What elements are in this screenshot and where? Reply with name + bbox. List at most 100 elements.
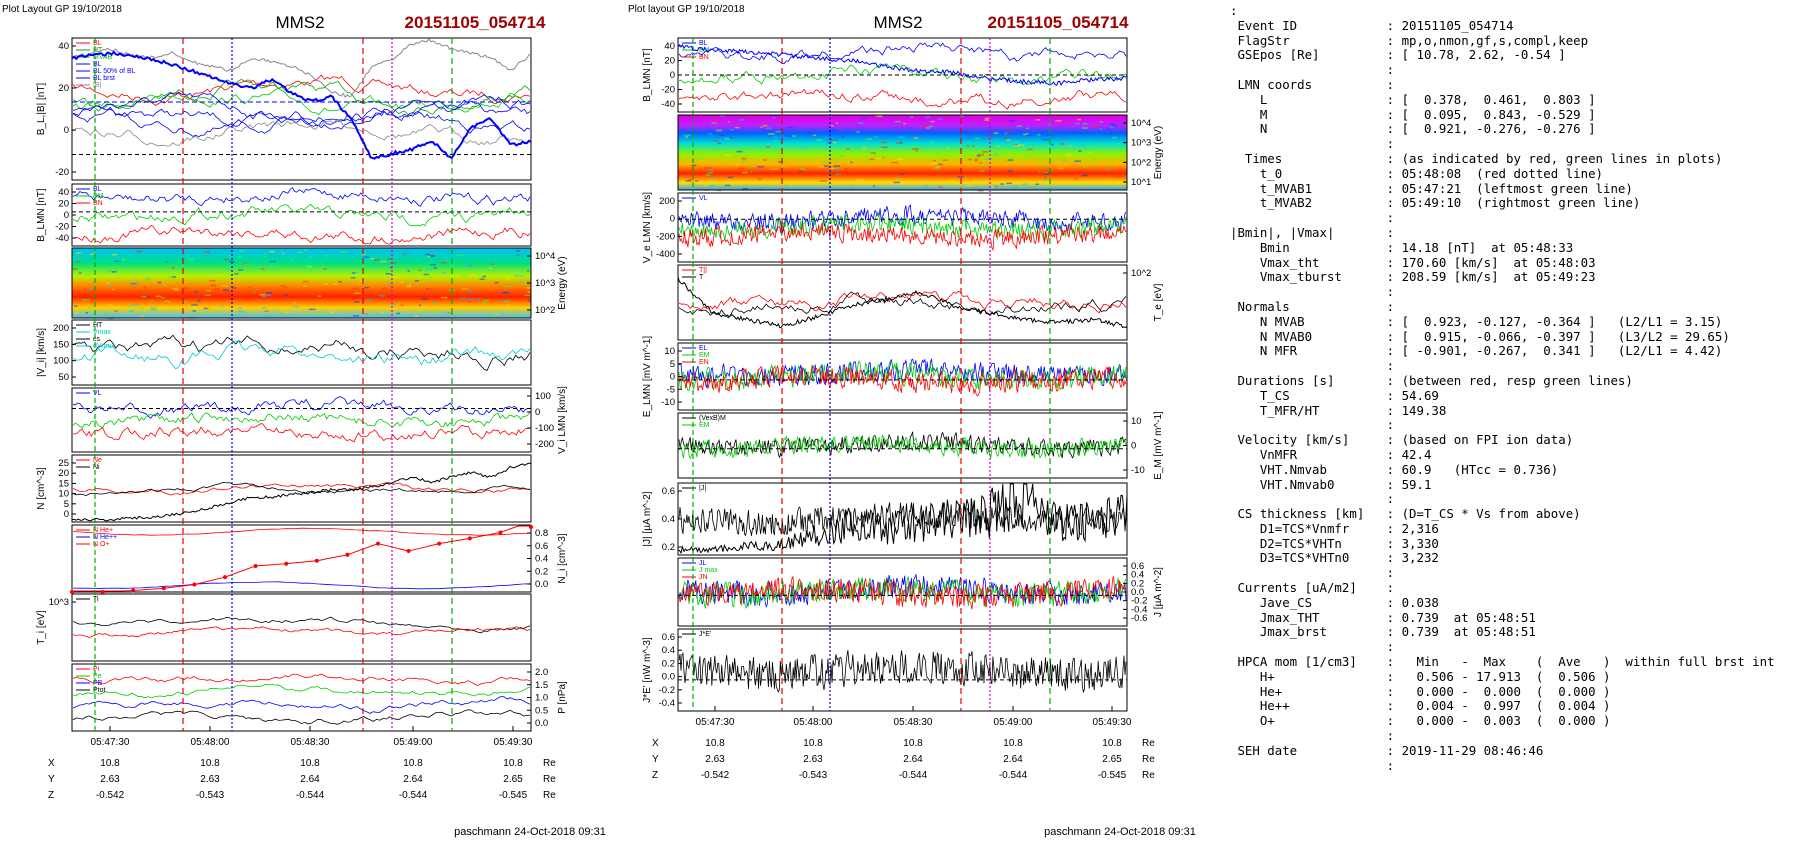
spectrogram-texture bbox=[994, 185, 998, 188]
spectrogram-texture bbox=[157, 281, 162, 284]
spectrogram-texture bbox=[488, 267, 492, 270]
spectrogram-texture bbox=[725, 154, 731, 156]
y-axis-label: N [cm^-3] bbox=[36, 467, 47, 510]
y-axis-label: E_M [mV m^-1] bbox=[1153, 411, 1164, 480]
y-tick-label: 0.4 bbox=[535, 554, 548, 565]
spectrogram-texture bbox=[524, 294, 530, 296]
panel-frame bbox=[71, 183, 532, 247]
spectrogram-texture bbox=[787, 126, 794, 129]
spectrogram-texture bbox=[422, 312, 426, 314]
panel-frame bbox=[677, 192, 1128, 263]
spectrogram-texture bbox=[1092, 126, 1099, 129]
summary-line: Bmin : 14.18 [nT] at 05:48:33 bbox=[1230, 239, 1574, 255]
spectrogram-texture bbox=[1007, 170, 1014, 172]
legend-label: Ni bbox=[93, 464, 100, 471]
spectrogram-texture bbox=[115, 248, 120, 250]
spectrogram-texture bbox=[460, 297, 467, 300]
spectrogram-texture bbox=[393, 276, 400, 279]
summary-line: T_MFR/HT : 149.38 bbox=[1230, 402, 1447, 418]
spectrogram-texture bbox=[781, 166, 787, 168]
spectrogram-texture bbox=[844, 168, 849, 170]
spectrogram-texture bbox=[719, 134, 726, 137]
spectrogram-texture bbox=[1041, 138, 1049, 141]
spectrogram-texture bbox=[1083, 146, 1086, 148]
summary-line: SEH date : 2019-11-29 08:46:46 bbox=[1230, 742, 1544, 758]
spectrogram-texture bbox=[111, 288, 115, 291]
spectrogram-texture bbox=[146, 278, 151, 280]
legend-label: JN bbox=[699, 574, 708, 581]
spectrogram-texture bbox=[1059, 143, 1066, 145]
legend-label: N O+ bbox=[93, 541, 110, 548]
spectrogram-texture bbox=[506, 278, 512, 280]
y-tick-label: 10^2 bbox=[1131, 157, 1151, 168]
spectrogram-texture bbox=[159, 306, 165, 309]
spectrogram-texture bbox=[363, 256, 370, 258]
coord-value: 2.64 bbox=[903, 754, 923, 765]
coord-value: 10.8 bbox=[803, 738, 823, 749]
spectrogram-texture bbox=[373, 259, 380, 261]
spectrogram-texture bbox=[895, 142, 902, 144]
spectrogram-texture bbox=[111, 271, 117, 273]
spectrogram-texture bbox=[1000, 183, 1005, 185]
legend-label: BL 50% of BL bbox=[93, 68, 136, 75]
spectrogram-texture bbox=[495, 313, 500, 316]
spectrogram-texture bbox=[501, 300, 508, 303]
spectrogram-texture bbox=[221, 285, 229, 287]
spectrogram-texture bbox=[238, 269, 244, 271]
spectrogram-texture bbox=[1007, 159, 1014, 161]
spectrogram-texture bbox=[823, 165, 829, 167]
y-tick-label: -5 bbox=[667, 384, 675, 395]
spectrogram-texture bbox=[869, 158, 875, 161]
spectrogram-texture bbox=[772, 168, 778, 170]
legend-label: T|| bbox=[699, 267, 707, 274]
coord-value: -0.542 bbox=[96, 790, 125, 801]
y-axis-label: J [µA m^-2] bbox=[1153, 567, 1164, 617]
series-bl bbox=[677, 43, 1128, 86]
spectrogram-texture bbox=[1078, 150, 1082, 152]
spectrogram-texture bbox=[191, 304, 198, 306]
spectrogram-texture bbox=[330, 311, 335, 314]
spectrogram-texture bbox=[820, 180, 827, 182]
spectrogram-texture bbox=[456, 254, 464, 257]
coord-value: 2.63 bbox=[200, 774, 220, 785]
coord-value: 2.63 bbox=[803, 754, 823, 765]
spectrogram-texture bbox=[895, 178, 901, 180]
spectrogram-texture bbox=[188, 258, 195, 260]
series-point bbox=[161, 586, 166, 591]
y-tick-label: 10 bbox=[58, 489, 69, 500]
spectrogram-texture bbox=[727, 137, 733, 139]
spectrogram-texture bbox=[112, 253, 118, 256]
spectrogram-texture bbox=[407, 270, 410, 272]
trace-6 bbox=[72, 118, 531, 147]
spectrogram-texture bbox=[400, 304, 404, 306]
trace-3 bbox=[72, 709, 531, 725]
spectrogram-texture bbox=[900, 173, 904, 175]
coord-value: -0.544 bbox=[399, 790, 428, 801]
legend-label: BL bbox=[699, 40, 708, 47]
trace-1 bbox=[678, 63, 1127, 86]
summary-line: : bbox=[1230, 136, 1395, 152]
spectrogram-texture bbox=[171, 287, 178, 290]
y-tick-label: 40 bbox=[58, 187, 69, 198]
spectrogram-texture bbox=[876, 157, 884, 160]
spectrogram-texture bbox=[338, 280, 342, 283]
spectrogram-texture bbox=[974, 137, 981, 140]
spectrogram-texture bbox=[521, 297, 527, 299]
spectrogram-texture bbox=[935, 166, 940, 169]
spectrogram-texture bbox=[766, 146, 770, 148]
legend-label: BL bbox=[93, 186, 102, 193]
spectrogram-texture bbox=[192, 310, 196, 312]
spectrogram-texture bbox=[264, 253, 267, 256]
summary-line: Vmax_tht : 170.60 [km/s] at 05:48:03 bbox=[1230, 254, 1596, 270]
legend-label: JL bbox=[699, 560, 707, 567]
y-tick-label: 0.2 bbox=[662, 542, 675, 553]
y-tick-label: 10^3 bbox=[1131, 138, 1151, 149]
coord-row-label: X bbox=[48, 758, 55, 769]
spectrogram-texture bbox=[1113, 175, 1121, 178]
spectrogram-texture bbox=[993, 138, 998, 141]
spectrogram-texture bbox=[974, 159, 979, 162]
y-tick-label: 20 bbox=[58, 83, 69, 94]
spectrogram-texture bbox=[1057, 167, 1064, 170]
spectrogram-texture bbox=[865, 161, 871, 164]
